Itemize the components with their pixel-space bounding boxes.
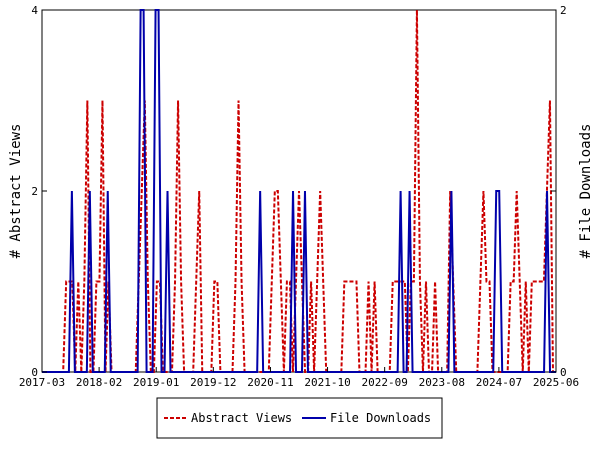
legend: Abstract Views File Downloads xyxy=(156,397,443,439)
x-axis-tick-label: 2025-06 xyxy=(533,376,579,389)
legend-box xyxy=(156,397,443,439)
x-axis-tick-label: 2023-08 xyxy=(419,376,465,389)
left-axis-tick-label: 2 xyxy=(31,185,38,198)
x-axis-tick-label: 2021-10 xyxy=(304,376,350,389)
x-axis-tick-label: 2017-03 xyxy=(19,376,65,389)
left-axis-tick-label: 4 xyxy=(31,4,38,17)
series-line-file-downloads xyxy=(42,9,556,373)
x-axis-tick-label: 2019-01 xyxy=(133,376,179,389)
left-axis-title: # Abstract Views xyxy=(8,124,24,259)
axis-layer: 0 2 4 0 2 2017-03 2018-02 2019-01 2019-12 2020-11… xyxy=(19,4,579,389)
x-axis-tick-label: 2019-12 xyxy=(190,376,236,389)
x-axis-tick-label: 2022-09 xyxy=(361,376,407,389)
legend-label-abstract-views: Abstract Views xyxy=(191,411,292,425)
x-axis-tick-label: 2020-11 xyxy=(247,376,293,389)
legend-label-file-downloads: File Downloads xyxy=(330,411,431,425)
right-axis-tick-label: 2 xyxy=(560,4,567,17)
right-axis-tick-label: 0 xyxy=(560,366,567,379)
x-axis-tick-label: 2024-07 xyxy=(476,376,522,389)
series-layer xyxy=(42,9,556,373)
x-axis-tick-label: 2018-02 xyxy=(76,376,122,389)
left-axis-tick-label: 0 xyxy=(31,366,38,379)
right-axis-title: # File Downloads xyxy=(578,124,594,259)
